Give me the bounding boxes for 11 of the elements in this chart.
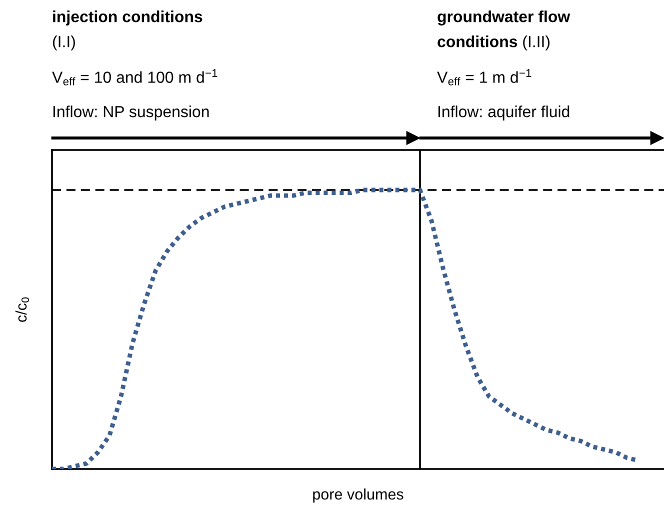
text: (I.II) [523, 36, 550, 50]
text: groundwater flow [438, 10, 570, 26]
text: Inflow: NP suspension [53, 106, 209, 120]
text: V$_{eff}$ = 10 and 100 m d$^{−1}$ [52, 69, 218, 86]
text: V$_{eff}$ = 1 m d$^{−1}$ [437, 69, 532, 86]
x-axis-title: pore volumes [313, 488, 404, 503]
text: conditions [438, 36, 518, 48]
text: (I.I) [52, 36, 75, 50]
y-axis-title: c/c$_{0}$ [15, 297, 30, 322]
text: injection conditions [53, 10, 202, 26]
text: Inflow: aquifer fluid [438, 106, 570, 120]
